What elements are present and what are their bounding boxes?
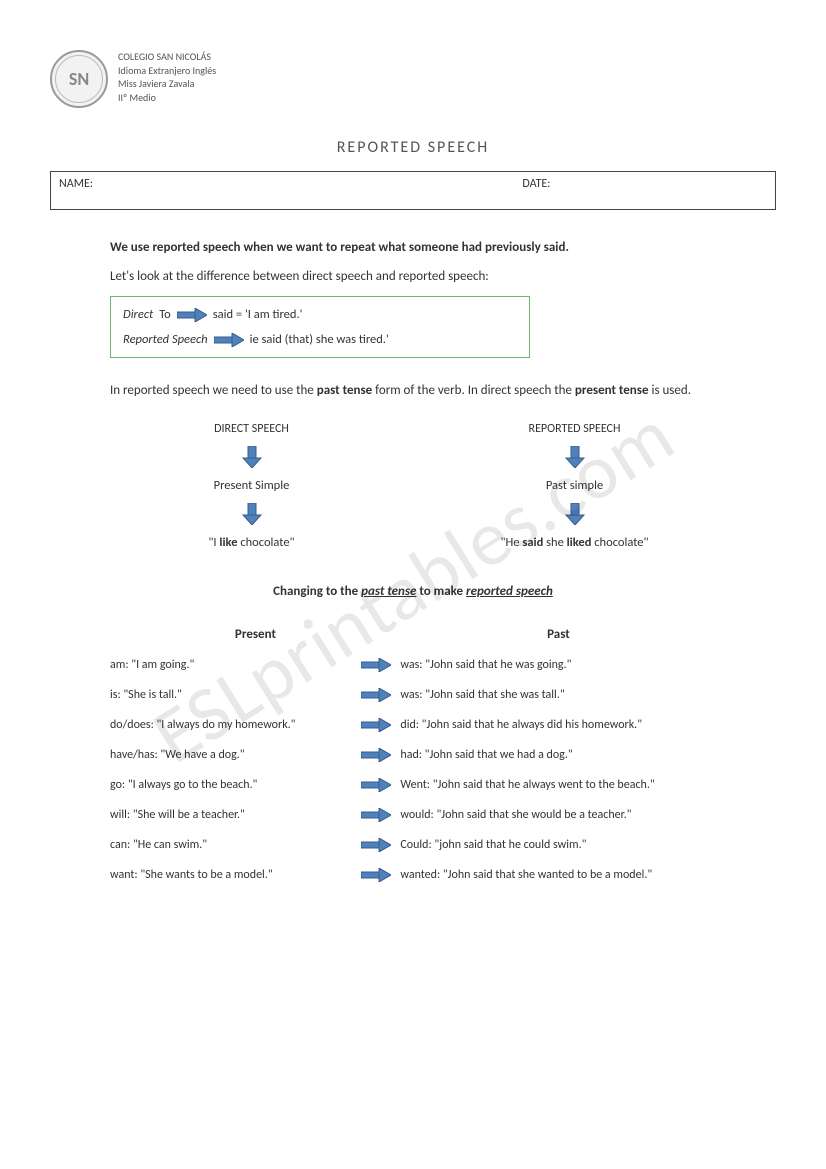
t: Changing to the xyxy=(273,584,361,599)
school-name: COLEGIO SAN NICOLÁS xyxy=(118,50,216,64)
document-header: SN COLEGIO SAN NICOLÁS Idioma Extranjero… xyxy=(50,50,776,108)
arrow-down-icon xyxy=(241,503,263,525)
arrow-right-icon xyxy=(352,688,400,702)
conversion-row: have/has: "We have a dog." had: "John sai… xyxy=(110,748,716,762)
conversion-row: am: "I am going." was: "John said that he… xyxy=(110,658,716,672)
past-cell: did: "John said that he always did his h… xyxy=(400,718,716,732)
direct-prefix: To xyxy=(159,307,171,322)
t: to make xyxy=(416,584,466,599)
t: past tense xyxy=(361,584,416,599)
name-date-box: NAME: DATE: xyxy=(50,171,776,210)
conversion-rows: am: "I am going." was: "John said that he… xyxy=(110,658,716,882)
arrow-right-icon xyxy=(177,308,207,322)
t: reported speech xyxy=(466,584,553,599)
present-cell: is: "She is tall." xyxy=(110,688,352,702)
t: chocolate" xyxy=(238,535,295,550)
reported-text: ie said (that) she was tired.' xyxy=(250,332,389,347)
flow-diagram: DIRECT SPEECH Present Simple "I like cho… xyxy=(110,422,716,550)
t: like xyxy=(219,535,237,550)
t: "He xyxy=(500,535,522,550)
t: "I xyxy=(208,535,219,550)
present-cell: am: "I am going." xyxy=(110,658,352,672)
t: said xyxy=(522,535,543,550)
flow-left-head: DIRECT SPEECH xyxy=(214,422,289,436)
subject-line: Idioma Extranjero Inglés xyxy=(118,64,216,78)
past-cell: had: "John said that we had a dog." xyxy=(400,748,716,762)
school-logo: SN xyxy=(50,50,108,108)
arrow-right-icon xyxy=(214,333,244,347)
flow-right-col: REPORTED SPEECH Past simple "He said she… xyxy=(433,422,716,550)
flow-right-example: "He said she liked chocolate" xyxy=(500,535,648,550)
past-cell: Could: "john said that he could swim." xyxy=(400,838,716,852)
mid-past: past tense xyxy=(317,383,372,398)
direct-text: said = 'I am tired.' xyxy=(213,307,303,322)
present-cell: want: "She wants to be a model." xyxy=(110,868,352,882)
date-field-label: DATE: xyxy=(514,172,775,209)
present-cell: will: "She will be a teacher." xyxy=(110,808,352,822)
intro-lead: Let's look at the difference between dir… xyxy=(110,269,716,284)
flow-left-col: DIRECT SPEECH Present Simple "I like cho… xyxy=(110,422,393,550)
mid-a: In reported speech we need to use the xyxy=(110,383,317,398)
t: chocolate" xyxy=(591,535,648,550)
flow-right-mid: Past simple xyxy=(546,478,603,493)
direct-label: Direct xyxy=(123,307,153,322)
reported-example-row: Reported Speech ie said (that) she was t… xyxy=(123,332,517,347)
mid-c: is used. xyxy=(649,383,691,398)
conversion-table-head: Present Past xyxy=(110,627,716,642)
past-cell: Went: "John said that he always went to … xyxy=(400,778,716,792)
arrow-down-icon xyxy=(241,446,263,468)
arrow-right-icon xyxy=(352,748,400,762)
conversion-row: will: "She will be a teacher." would: "Jo… xyxy=(110,808,716,822)
school-info: COLEGIO SAN NICOLÁS Idioma Extranjero In… xyxy=(118,50,216,104)
mid-b: form of the verb. In direct speech the xyxy=(372,383,575,398)
grade-line: IIº Medio xyxy=(118,91,216,105)
direct-example-row: Direct To said = 'I am tired.' xyxy=(123,307,517,322)
example-box: Direct To said = 'I am tired.' Reported S… xyxy=(110,296,530,358)
present-cell: can: "He can swim." xyxy=(110,838,352,852)
arrow-right-icon xyxy=(352,838,400,852)
conversion-row: do/does: "I always do my homework." did: … xyxy=(110,718,716,732)
conversion-row: go: "I always go to the beach." Went: "Jo… xyxy=(110,778,716,792)
arrow-down-icon xyxy=(564,503,586,525)
conversion-row: is: "She is tall." was: "John said that s… xyxy=(110,688,716,702)
flow-right-head: REPORTED SPEECH xyxy=(529,422,621,436)
conversion-row: can: "He can swim." Could: "john said tha… xyxy=(110,838,716,852)
intro-bold: We use reported speech when we want to r… xyxy=(110,240,716,255)
present-cell: go: "I always go to the beach." xyxy=(110,778,352,792)
content-body: We use reported speech when we want to r… xyxy=(50,240,776,882)
t: liked xyxy=(567,535,592,550)
teacher-line: Miss Javiera Zavala xyxy=(118,77,216,91)
arrow-down-icon xyxy=(564,446,586,468)
past-cell: was: "John said that he was going." xyxy=(400,658,716,672)
arrow-right-icon xyxy=(352,808,400,822)
mid-present: present tense xyxy=(575,383,649,398)
name-field-label: NAME: xyxy=(51,172,514,209)
reported-label: Reported Speech xyxy=(123,332,208,347)
page-title: REPORTED SPEECH xyxy=(50,138,776,157)
mid-paragraph: In reported speech we need to use the pa… xyxy=(110,382,716,400)
past-cell: wanted: "John said that she wanted to be… xyxy=(400,868,716,882)
section-subtitle: Changing to the past tense to make repor… xyxy=(110,584,716,599)
arrow-right-icon xyxy=(352,658,400,672)
arrow-right-icon xyxy=(352,718,400,732)
conversion-row: want: "She wants to be a model." wanted: … xyxy=(110,868,716,882)
head-past: Past xyxy=(401,627,716,642)
t: she xyxy=(543,535,566,550)
flow-left-example: "I like chocolate" xyxy=(208,535,294,550)
head-present: Present xyxy=(110,627,401,642)
past-cell: would: "John said that she would be a te… xyxy=(400,808,716,822)
arrow-right-icon xyxy=(352,868,400,882)
flow-left-mid: Present Simple xyxy=(214,478,290,493)
present-cell: have/has: "We have a dog." xyxy=(110,748,352,762)
past-cell: was: "John said that she was tall." xyxy=(400,688,716,702)
arrow-right-icon xyxy=(352,778,400,792)
present-cell: do/does: "I always do my homework." xyxy=(110,718,352,732)
